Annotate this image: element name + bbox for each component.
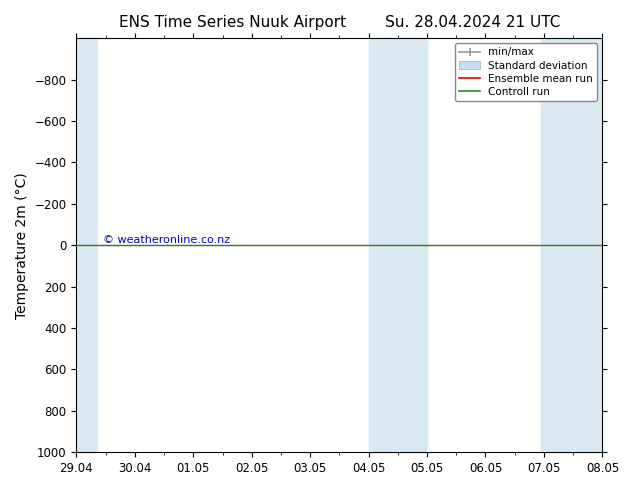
Y-axis label: Temperature 2m (°C): Temperature 2m (°C) <box>15 172 29 318</box>
Title: ENS Time Series Nuuk Airport        Su. 28.04.2024 21 UTC: ENS Time Series Nuuk Airport Su. 28.04.2… <box>119 15 560 30</box>
Bar <box>368 38 398 452</box>
Bar <box>541 38 570 452</box>
Bar <box>398 38 427 452</box>
Bar <box>570 38 602 452</box>
Legend: min/max, Standard deviation, Ensemble mean run, Controll run: min/max, Standard deviation, Ensemble me… <box>455 43 597 101</box>
Bar <box>77 38 97 452</box>
Text: © weatheronline.co.nz: © weatheronline.co.nz <box>103 235 230 245</box>
